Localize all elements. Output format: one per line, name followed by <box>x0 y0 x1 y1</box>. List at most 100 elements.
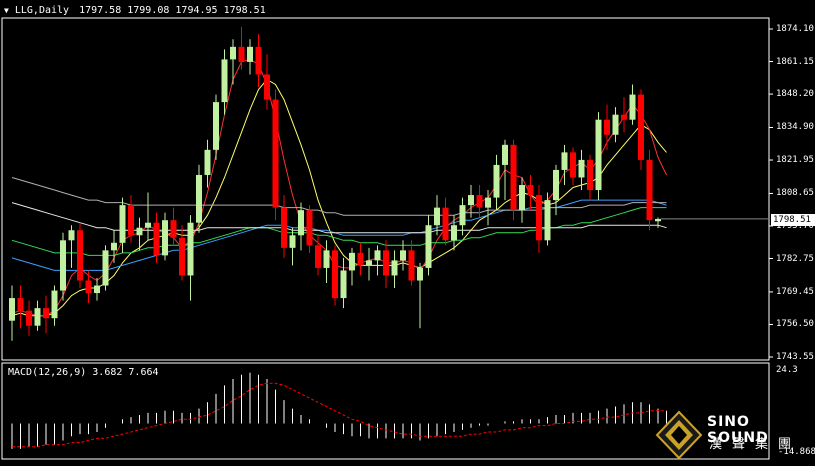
candle-body <box>85 280 92 294</box>
candle-body <box>51 290 58 319</box>
price-tick: 1821.95 <box>776 155 814 166</box>
moving-average-line <box>11 199 667 271</box>
macd-tick-bottom: -14.868 <box>778 447 815 457</box>
candle-body <box>417 267 423 281</box>
candle-body <box>238 46 245 62</box>
price-tick: 1808.65 <box>776 188 814 199</box>
brand-english: SINO SOUND <box>707 414 769 446</box>
candle-body <box>323 250 330 268</box>
candle-body <box>357 252 364 266</box>
candle-body <box>578 159 585 178</box>
price-tick: 1834.90 <box>776 122 814 133</box>
candle-body <box>655 218 661 222</box>
macd-signal-line <box>12 382 667 448</box>
candle-body <box>213 102 219 150</box>
price-tick: 1861.15 <box>776 56 814 67</box>
candle-body <box>187 222 194 276</box>
macd-pane-border <box>1 362 770 460</box>
candle-body <box>26 310 32 326</box>
macd-header: MACD(12,26,9) 3.682 7.664 <box>8 367 159 378</box>
candle-body <box>340 270 347 299</box>
main-header: ▼ LLG,Daily 1797.58 1799.08 1794.95 1798… <box>4 5 266 16</box>
price-tick: 1769.45 <box>776 286 814 297</box>
candle-body <box>204 149 211 175</box>
moving-average-line <box>11 78 667 317</box>
macd-tick-top: 24.3 <box>776 365 798 375</box>
candle-body <box>264 74 270 100</box>
candle-body <box>425 225 432 268</box>
candle-body <box>553 169 559 201</box>
candle-body <box>544 200 551 241</box>
price-tick: 1874.10 <box>776 24 814 34</box>
candle-body <box>17 298 24 311</box>
candle-body <box>434 207 440 226</box>
candle-body <box>119 205 126 243</box>
symbol-timeframe: LLG,Daily <box>14 5 70 16</box>
candle-body <box>306 210 313 246</box>
candle-body <box>221 59 228 103</box>
candle-body <box>255 46 262 75</box>
candle-body <box>374 250 381 261</box>
ohlc-values: 1797.58 1799.08 1794.95 1798.51 <box>79 5 266 16</box>
candle-body <box>408 250 415 281</box>
candle-body <box>298 210 304 236</box>
candle-body <box>383 250 389 276</box>
candle-body <box>162 220 168 256</box>
candle-body <box>136 227 143 236</box>
price-tick: 1756.50 <box>776 319 814 330</box>
candle-body <box>646 159 653 221</box>
price-tick: 1848.20 <box>776 89 814 100</box>
candle-body <box>629 94 636 120</box>
candle-body <box>587 159 593 191</box>
candle-body <box>145 222 151 228</box>
candle-body <box>128 205 134 236</box>
candle-body <box>536 195 542 241</box>
candle-body <box>638 94 644 160</box>
candle-body <box>570 152 576 178</box>
candle-body <box>289 235 296 248</box>
candle-body <box>485 197 491 208</box>
candle-body <box>621 114 627 120</box>
candle-body <box>153 222 160 256</box>
candle-body <box>102 250 109 286</box>
candle-body <box>604 119 610 135</box>
candle-body <box>247 46 253 62</box>
candle-body <box>519 185 525 211</box>
brand-chinese: 漢聲集團 <box>709 437 802 452</box>
candle-body <box>451 225 457 241</box>
candle-body <box>196 174 202 223</box>
candle-body <box>170 220 177 238</box>
candle-body <box>391 260 398 276</box>
candle-body <box>366 260 372 266</box>
current-price-tag: 1798.51 <box>771 214 815 226</box>
candle-body <box>510 144 517 211</box>
candle-body <box>281 207 287 248</box>
brand-logo: SINO SOUND 漢聲集團 <box>655 408 815 462</box>
candle-body <box>94 285 100 294</box>
candle-body <box>230 46 236 60</box>
main-pane-border <box>1 17 770 361</box>
candle-body <box>476 195 483 208</box>
price-tick: 1782.75 <box>776 253 814 264</box>
price-tick: 1743.55 <box>776 352 814 362</box>
candle-body <box>43 308 49 319</box>
candle-body <box>561 152 568 170</box>
candle-body <box>34 308 41 326</box>
candle-body <box>179 237 185 276</box>
candle-body <box>612 114 619 135</box>
candle-body <box>459 205 466 226</box>
candle-body <box>68 230 75 241</box>
candle-body <box>9 298 15 321</box>
candle-body <box>77 230 83 281</box>
candle-body <box>468 195 474 206</box>
dropdown-triangle-icon[interactable]: ▼ <box>4 6 9 15</box>
candle-body <box>502 144 508 165</box>
candle-body <box>315 245 321 268</box>
candle-body <box>349 252 355 271</box>
candle-body <box>527 185 534 196</box>
candle-body <box>595 119 602 191</box>
candle-body <box>400 250 406 261</box>
candle-body <box>60 240 66 291</box>
